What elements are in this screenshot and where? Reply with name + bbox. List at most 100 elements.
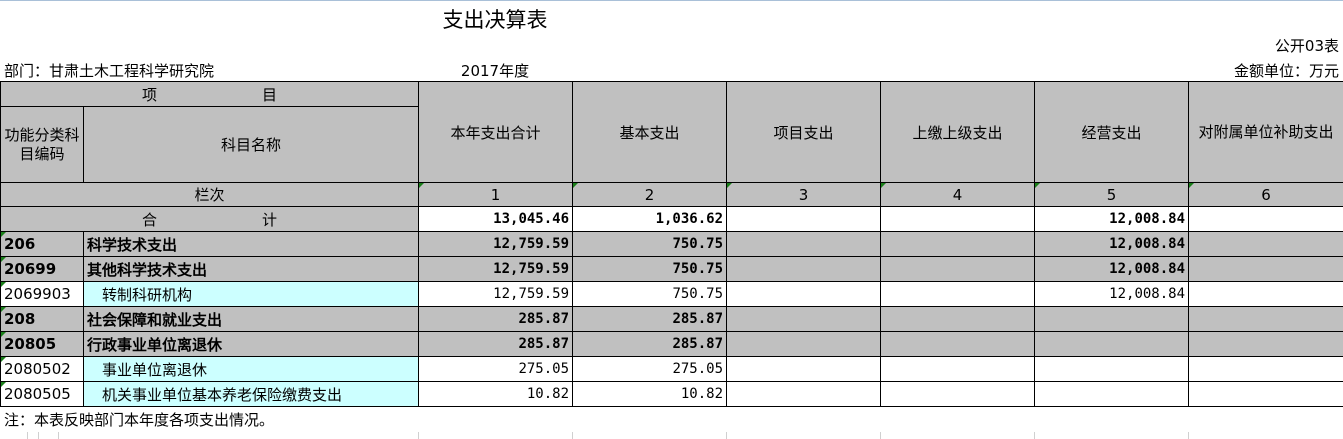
row-value[interactable] xyxy=(1034,356,1190,382)
gridline xyxy=(27,432,28,439)
gridline xyxy=(418,432,419,439)
row-value[interactable]: 750.75 xyxy=(572,256,728,282)
row-name[interactable]: 事业单位离退休 xyxy=(82,356,420,382)
header-code[interactable]: 功能分类科目编码 xyxy=(0,106,84,183)
row-value[interactable]: 275.05 xyxy=(418,356,574,382)
row-code[interactable]: 206 xyxy=(0,231,84,257)
row-value[interactable] xyxy=(726,256,882,282)
row-value[interactable]: 275.05 xyxy=(572,356,728,382)
row-value[interactable]: 12,008.84 xyxy=(1034,281,1190,307)
gridline xyxy=(1034,432,1035,439)
gridline xyxy=(880,432,881,439)
gridline xyxy=(726,432,727,439)
col-index-4[interactable]: 4 xyxy=(880,182,1036,207)
header-item[interactable]: 项 目 xyxy=(0,81,420,107)
table-row: 208 社会保障和就业支出 285.87 285.87 xyxy=(0,306,1343,332)
table-row: 2069903 转制科研机构 12,759.59 750.75 12,008.84 xyxy=(0,281,1343,307)
col-index-3[interactable]: 3 xyxy=(726,182,882,207)
row-name[interactable]: 其他科学技术支出 xyxy=(82,256,420,282)
header-col-5[interactable]: 经营支出 xyxy=(1034,81,1190,183)
row-value[interactable]: 750.75 xyxy=(572,231,728,257)
header-col-6[interactable]: 对附属单位补助支出 xyxy=(1188,81,1343,183)
row-value[interactable] xyxy=(1034,381,1190,407)
row-value[interactable] xyxy=(1188,256,1343,282)
row-value[interactable] xyxy=(880,231,1036,257)
row-value[interactable]: 750.75 xyxy=(572,281,728,307)
total-value[interactable]: 1,036.62 xyxy=(572,206,728,232)
row-value[interactable] xyxy=(1034,306,1190,332)
total-value[interactable] xyxy=(1188,206,1343,232)
row-value[interactable] xyxy=(1188,381,1343,407)
table-row: 20699 其他科学技术支出 12,759.59 750.75 12,008.84 xyxy=(0,256,1343,282)
table-row: 2080502 事业单位离退休 275.05 275.05 xyxy=(0,356,1343,382)
row-name[interactable]: 转制科研机构 xyxy=(82,281,420,307)
row-value[interactable]: 12,008.84 xyxy=(1034,256,1190,282)
table-row: 20805 行政事业单位离退休 285.87 285.87 xyxy=(0,331,1343,357)
row-value[interactable] xyxy=(726,281,882,307)
row-value[interactable]: 285.87 xyxy=(418,306,574,332)
row-code[interactable]: 2080502 xyxy=(0,356,84,382)
row-value[interactable] xyxy=(880,306,1036,332)
row-name[interactable]: 科学技术支出 xyxy=(82,231,420,257)
row-value[interactable]: 12,759.59 xyxy=(418,231,574,257)
row-value[interactable] xyxy=(880,381,1036,407)
total-label[interactable]: 合 计 xyxy=(0,206,420,232)
year-label: 2017年度 xyxy=(460,62,530,80)
row-value[interactable] xyxy=(1188,306,1343,332)
col-index-1[interactable]: 1 xyxy=(418,182,574,207)
header-col-4[interactable]: 上缴上级支出 xyxy=(880,81,1036,183)
col-index-6[interactable]: 6 xyxy=(1188,182,1343,207)
header-col-2[interactable]: 基本支出 xyxy=(572,81,728,183)
row-value[interactable] xyxy=(880,331,1036,357)
col-index-5[interactable]: 5 xyxy=(1034,182,1190,207)
row-value[interactable] xyxy=(1034,331,1190,357)
row-value[interactable] xyxy=(726,306,882,332)
gridline xyxy=(1188,432,1189,439)
row-code[interactable]: 2069903 xyxy=(0,281,84,307)
row-value[interactable] xyxy=(880,356,1036,382)
row-code[interactable]: 208 xyxy=(0,306,84,332)
row-name[interactable]: 机关事业单位基本养老保险缴费支出 xyxy=(82,381,420,407)
col-index-label[interactable]: 栏次 xyxy=(0,182,420,207)
row-value[interactable]: 12,759.59 xyxy=(418,256,574,282)
row-value[interactable] xyxy=(1188,331,1343,357)
row-code[interactable]: 20805 xyxy=(0,331,84,357)
header-name[interactable]: 科目名称 xyxy=(82,106,420,183)
row-value[interactable]: 12,008.84 xyxy=(1034,231,1190,257)
row-value[interactable]: 10.82 xyxy=(418,381,574,407)
form-code: 公开03表 xyxy=(1274,37,1339,55)
row-value[interactable] xyxy=(726,381,882,407)
row-value[interactable] xyxy=(1188,281,1343,307)
row-value[interactable]: 12,759.59 xyxy=(418,281,574,307)
header-col-3[interactable]: 项目支出 xyxy=(726,81,882,183)
row-value[interactable] xyxy=(880,281,1036,307)
header-col-1[interactable]: 本年支出合计 xyxy=(418,81,574,183)
total-value[interactable]: 13,045.46 xyxy=(418,206,574,232)
total-value[interactable] xyxy=(880,206,1036,232)
row-code[interactable]: 20699 xyxy=(0,256,84,282)
row-value[interactable] xyxy=(726,231,882,257)
department-label: 部门：甘肃土木工程科学研究院 xyxy=(4,62,215,80)
row-value[interactable] xyxy=(880,256,1036,282)
row-value[interactable] xyxy=(1188,231,1343,257)
expenditure-table: 项 目 本年支出合计 基本支出 项目支出 上缴上级支出 经营支出 对附属单位补助… xyxy=(0,81,1343,407)
gridline xyxy=(38,432,39,439)
row-value[interactable] xyxy=(726,331,882,357)
row-value[interactable]: 10.82 xyxy=(572,381,728,407)
table-row: 2080505 机关事业单位基本养老保险缴费支出 10.82 10.82 xyxy=(0,381,1343,407)
row-value[interactable]: 285.87 xyxy=(572,306,728,332)
row-value[interactable] xyxy=(726,356,882,382)
row-name[interactable]: 社会保障和就业支出 xyxy=(82,306,420,332)
total-value[interactable]: 12,008.84 xyxy=(1034,206,1190,232)
table-row: 206 科学技术支出 12,759.59 750.75 12,008.84 xyxy=(0,231,1343,257)
row-value[interactable]: 285.87 xyxy=(418,331,574,357)
col-index-2[interactable]: 2 xyxy=(572,182,728,207)
row-value[interactable]: 285.87 xyxy=(572,331,728,357)
top-border xyxy=(0,0,1343,1)
total-value[interactable] xyxy=(726,206,882,232)
unit-label: 金额单位：万元 xyxy=(1233,62,1339,80)
row-name[interactable]: 行政事业单位离退休 xyxy=(82,331,420,357)
row-value[interactable] xyxy=(1188,356,1343,382)
page-title: 支出决算表 xyxy=(442,8,548,32)
row-code[interactable]: 2080505 xyxy=(0,381,84,407)
